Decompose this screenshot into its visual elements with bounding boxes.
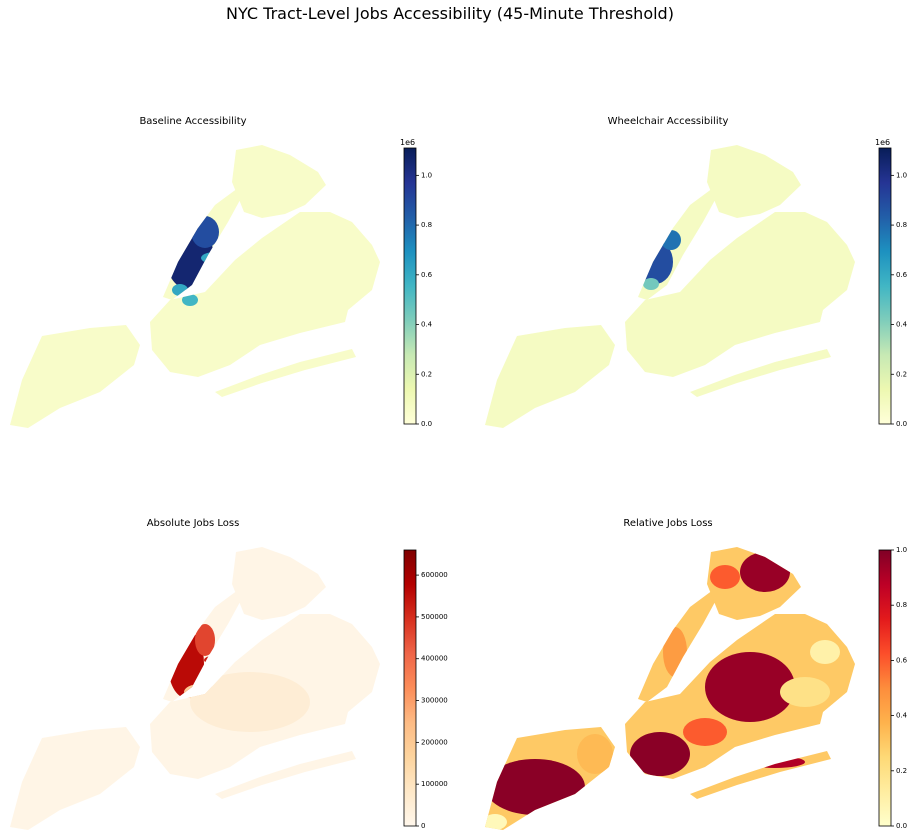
- borough: [485, 325, 615, 428]
- tick-label: 1.0: [421, 171, 432, 179]
- tick-label: 0.8: [896, 601, 907, 609]
- panel-title: Baseline Accessibility: [139, 116, 246, 127]
- tick-label: 0.2: [896, 767, 907, 775]
- offset-label: 1e6: [400, 138, 415, 147]
- hotspot: [172, 284, 188, 296]
- tick-label: 0.6: [421, 271, 433, 279]
- tick-label: 0.8: [421, 221, 432, 229]
- borough: [232, 145, 326, 218]
- tick-label: 0.2: [896, 370, 907, 378]
- tick-label: 1.0: [896, 171, 907, 179]
- borough: [10, 325, 140, 428]
- hotspot: [630, 732, 690, 776]
- hotspot: [780, 677, 830, 707]
- tick-label: 0.6: [896, 656, 908, 664]
- figure-title: NYC Tract-Level Jobs Accessibility (45-M…: [226, 4, 674, 23]
- borough: [215, 349, 356, 397]
- tick-label: 0.0: [896, 822, 907, 830]
- hotspot: [683, 718, 727, 746]
- borough: [690, 349, 831, 397]
- map: [485, 547, 855, 830]
- borough: [215, 751, 356, 799]
- tick-label: 0.6: [896, 271, 908, 279]
- hotspot: [201, 252, 229, 264]
- tick-label: 300000: [421, 697, 448, 705]
- hotspot: [663, 627, 687, 677]
- tick-label: 0.2: [421, 370, 432, 378]
- tick-label: 1.0: [896, 546, 907, 554]
- tick-label: 0.4: [421, 321, 433, 329]
- hotspot: [485, 759, 585, 815]
- panel-title: Wheelchair Accessibility: [608, 116, 729, 127]
- tick-label: 100000: [421, 780, 448, 788]
- hotspot: [485, 814, 507, 830]
- hotspot: [182, 294, 198, 306]
- hotspot: [195, 624, 215, 656]
- hotspot: [577, 734, 613, 774]
- tick-label: 200000: [421, 738, 448, 746]
- hotspot: [810, 640, 840, 664]
- tick-label: 0.0: [896, 420, 907, 428]
- tick-label: 0.4: [896, 712, 908, 720]
- hotspot: [191, 216, 219, 248]
- panel-title: Relative Jobs Loss: [623, 518, 712, 529]
- hotspot: [204, 655, 232, 665]
- colorbar: [403, 549, 417, 827]
- hotspot: [643, 278, 659, 290]
- hotspot: [710, 565, 740, 589]
- borough: [232, 547, 326, 620]
- tick-label: 0.4: [896, 321, 908, 329]
- offset-label: 1e6: [875, 138, 890, 147]
- borough: [707, 145, 801, 218]
- panel-title: Absolute Jobs Loss: [147, 518, 240, 529]
- colorbar: [878, 549, 892, 827]
- borough: [625, 212, 855, 377]
- hotspot: [745, 756, 805, 768]
- hotspot: [685, 254, 695, 262]
- map: [485, 145, 855, 428]
- tick-label: 0.0: [421, 420, 432, 428]
- map: [10, 547, 380, 830]
- tick-label: 500000: [421, 613, 448, 621]
- tick-label: 0: [421, 822, 425, 830]
- tick-label: 0.8: [896, 221, 907, 229]
- hotspot: [190, 672, 310, 732]
- colorbar: [878, 147, 892, 425]
- hotspot: [705, 652, 795, 722]
- hotspot: [740, 552, 790, 592]
- borough: [10, 727, 140, 830]
- map: [10, 145, 380, 428]
- borough: [150, 212, 380, 377]
- hotspot: [661, 230, 681, 250]
- tick-label: 400000: [421, 655, 448, 663]
- tick-label: 600000: [421, 571, 448, 579]
- colorbar: [403, 147, 417, 425]
